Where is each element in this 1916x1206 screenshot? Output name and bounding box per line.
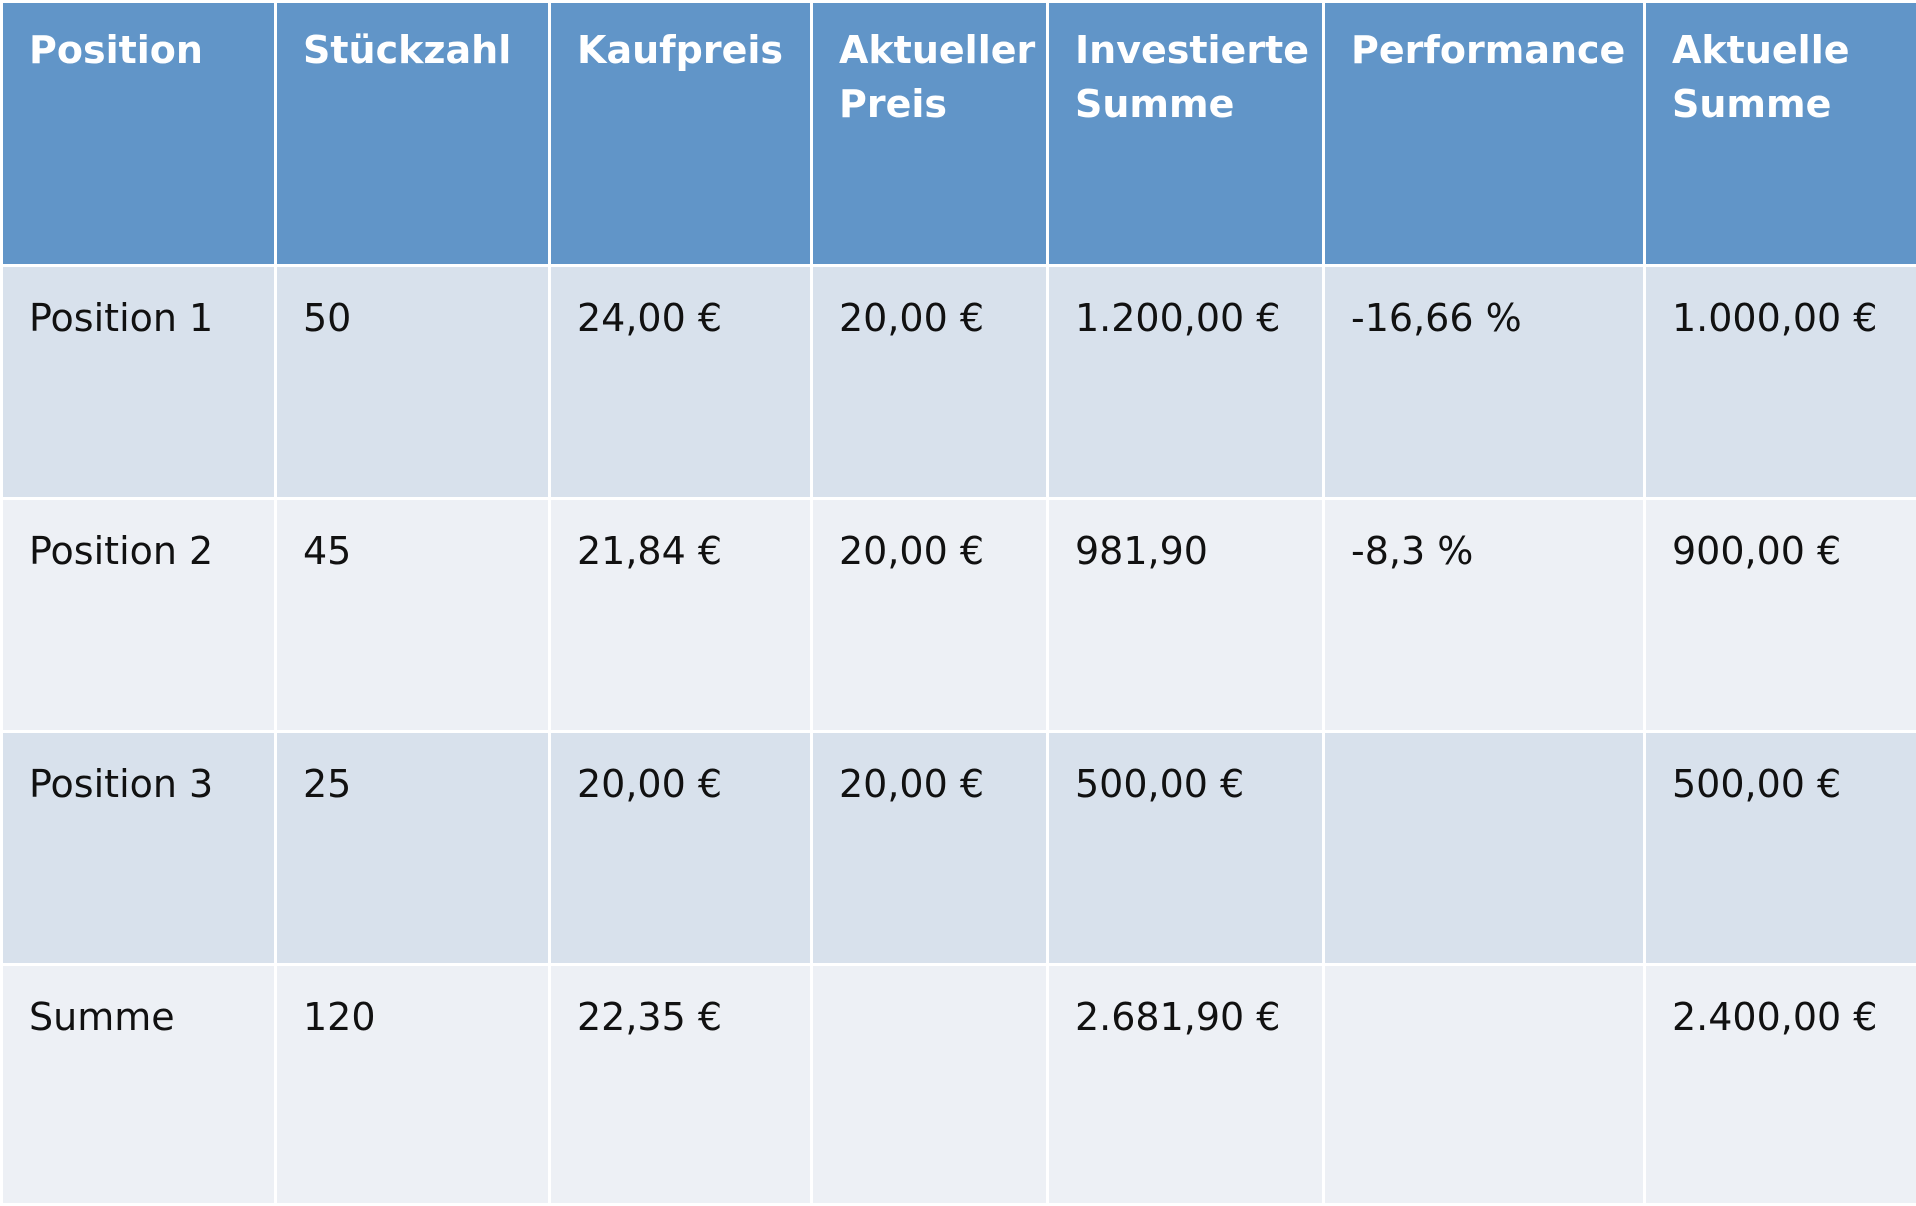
header-quantity: Stückzahl [276, 2, 550, 266]
cell-quantity: 120 [276, 965, 550, 1205]
header-invested-sum: Investierte Summe [1048, 2, 1324, 266]
cell-invested-sum: 500,00 € [1048, 732, 1324, 965]
cell-purchase-price: 24,00 € [550, 266, 812, 499]
cell-position: Position 2 [2, 499, 276, 732]
cell-position: Position 1 [2, 266, 276, 499]
header-performance: Performance [1324, 2, 1645, 266]
cell-current-price [812, 965, 1048, 1205]
cell-position: Position 3 [2, 732, 276, 965]
cell-quantity: 25 [276, 732, 550, 965]
cell-current-price: 20,00 € [812, 266, 1048, 499]
cell-invested-sum: 981,90 [1048, 499, 1324, 732]
header-current-price: Aktueller Preis [812, 2, 1048, 266]
cell-invested-sum: 2.681,90 € [1048, 965, 1324, 1205]
cell-current-sum: 1.000,00 € [1645, 266, 1916, 499]
cell-purchase-price: 20,00 € [550, 732, 812, 965]
cell-purchase-price: 22,35 € [550, 965, 812, 1205]
header-purchase-price: Kaufpreis [550, 2, 812, 266]
table-row: Position 2 45 21,84 € 20,00 € 981,90 -8,… [2, 499, 1916, 732]
cell-quantity: 50 [276, 266, 550, 499]
header-position: Position [2, 2, 276, 266]
cell-performance [1324, 732, 1645, 965]
cell-current-sum: 500,00 € [1645, 732, 1916, 965]
cell-quantity: 45 [276, 499, 550, 732]
cell-current-price: 20,00 € [812, 499, 1048, 732]
table-row: Position 1 50 24,00 € 20,00 € 1.200,00 €… [2, 266, 1916, 499]
cell-performance [1324, 965, 1645, 1205]
cell-invested-sum: 1.200,00 € [1048, 266, 1324, 499]
table-row: Position 3 25 20,00 € 20,00 € 500,00 € 5… [2, 732, 1916, 965]
sum-row: Summe 120 22,35 € 2.681,90 € 2.400,00 € [2, 965, 1916, 1205]
cell-current-sum: 900,00 € [1645, 499, 1916, 732]
cell-position: Summe [2, 965, 276, 1205]
header-current-sum: Aktuelle Summe [1645, 2, 1916, 266]
cell-performance: -8,3 % [1324, 499, 1645, 732]
header-row: Position Stückzahl Kaufpreis Aktueller P… [2, 2, 1916, 266]
cell-purchase-price: 21,84 € [550, 499, 812, 732]
cell-performance: -16,66 % [1324, 266, 1645, 499]
cell-current-sum: 2.400,00 € [1645, 965, 1916, 1205]
cell-current-price: 20,00 € [812, 732, 1048, 965]
